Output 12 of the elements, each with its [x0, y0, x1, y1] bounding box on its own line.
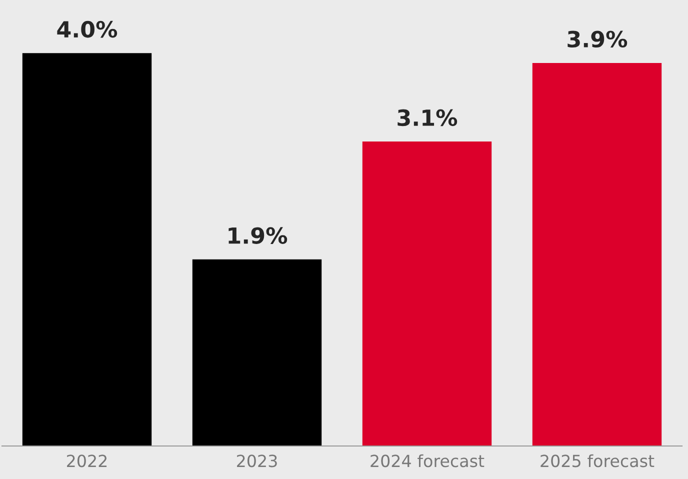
data-label: 3.1% — [398, 109, 458, 126]
bar — [532, 62, 662, 446]
bar — [362, 142, 492, 446]
x-tick-label: 2024 forecast — [370, 454, 484, 468]
data-label: 4.0% — [57, 20, 118, 38]
x-tick-label: 2025 forecast — [540, 454, 654, 468]
bar — [22, 53, 152, 446]
data-label: 3.9% — [568, 30, 628, 48]
x-tick-label: 2023 — [237, 454, 277, 468]
data-label: 1.9% — [228, 227, 288, 244]
x-tick-label: 2022 — [67, 454, 107, 468]
bar — [192, 259, 322, 446]
